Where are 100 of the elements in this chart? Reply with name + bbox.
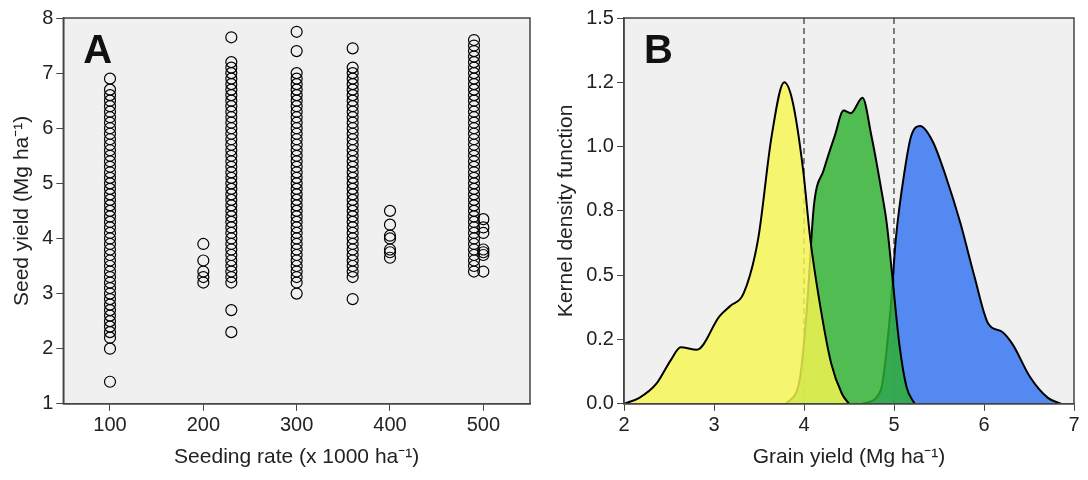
- point: [467, 83, 481, 96]
- point: [103, 342, 117, 355]
- point: [290, 276, 303, 289]
- point: [467, 116, 481, 129]
- point: [103, 298, 117, 311]
- point: [290, 177, 303, 190]
- point: [290, 155, 303, 168]
- point: [346, 100, 359, 113]
- point: [467, 182, 481, 195]
- point: [290, 270, 303, 284]
- point: [346, 155, 359, 168]
- point: [225, 61, 238, 74]
- point: [225, 182, 238, 195]
- point: [225, 166, 238, 179]
- point: [225, 215, 238, 229]
- point: [103, 259, 117, 273]
- point: [467, 144, 481, 157]
- point: [346, 144, 359, 157]
- point: [197, 254, 210, 267]
- point: [225, 276, 238, 289]
- x-tick-label: 500: [466, 413, 501, 436]
- point: [103, 72, 117, 85]
- point: [346, 105, 359, 118]
- x-tick-label: 4: [798, 413, 810, 436]
- point: [346, 221, 359, 234]
- point: [103, 270, 117, 284]
- point: [103, 210, 117, 223]
- point: [290, 188, 303, 201]
- point: [290, 149, 303, 162]
- point: [290, 193, 303, 206]
- point: [467, 243, 481, 256]
- point: [346, 122, 359, 135]
- point: [346, 72, 359, 85]
- point: [346, 116, 359, 129]
- point: [346, 259, 359, 273]
- point: [467, 193, 481, 206]
- point: [225, 149, 238, 162]
- point: [346, 210, 359, 223]
- point: [346, 127, 359, 140]
- x-axis-title: Seeding rate (x 1000 ha⁻¹): [174, 444, 420, 468]
- point: [103, 116, 117, 129]
- point: [346, 83, 359, 96]
- point: [290, 182, 303, 195]
- point: [346, 292, 359, 306]
- point: [225, 199, 238, 212]
- point: [225, 243, 238, 256]
- point: [225, 100, 238, 113]
- point: [290, 226, 303, 240]
- point: [290, 122, 303, 135]
- point: [290, 215, 303, 229]
- point: [103, 304, 117, 317]
- point: [290, 72, 303, 85]
- y-tick-label: 4: [42, 225, 54, 248]
- point: [346, 243, 359, 256]
- point: [467, 155, 481, 168]
- point: [103, 248, 117, 262]
- y-tick-label: 0.0: [586, 391, 614, 414]
- point: [103, 94, 117, 107]
- point: [103, 221, 117, 234]
- y-tick-label: 2: [42, 336, 54, 359]
- point: [225, 105, 238, 118]
- point: [225, 177, 238, 190]
- point: [290, 204, 303, 217]
- point: [290, 25, 303, 38]
- point: [290, 166, 303, 179]
- point: [467, 33, 481, 47]
- point: [103, 232, 117, 245]
- point: [290, 133, 303, 146]
- point: [467, 210, 481, 223]
- point: [290, 232, 303, 245]
- x-axis-title: Grain yield (Mg ha⁻¹): [752, 444, 946, 468]
- point: [346, 215, 359, 229]
- point: [103, 309, 117, 322]
- point: [467, 226, 481, 240]
- point: [103, 287, 117, 300]
- point: [346, 78, 359, 91]
- point: [197, 237, 210, 251]
- point: [467, 94, 481, 107]
- point: [346, 111, 359, 124]
- y-tick-label: 0.2: [586, 327, 614, 350]
- point: [225, 326, 238, 339]
- point: [103, 326, 117, 339]
- point: [467, 221, 481, 234]
- point: [103, 144, 117, 157]
- point: [225, 89, 238, 102]
- point: [383, 204, 397, 217]
- point: [467, 133, 481, 146]
- point: [346, 237, 359, 251]
- x-tick-label: 300: [279, 413, 314, 436]
- point: [197, 265, 210, 278]
- point: [103, 166, 117, 179]
- x-tick-label: 6: [978, 413, 990, 436]
- point: [346, 270, 359, 284]
- point: [383, 251, 397, 264]
- x-tick-label: 3: [708, 413, 720, 436]
- point: [225, 133, 238, 146]
- point: [225, 116, 238, 129]
- point: [225, 171, 238, 184]
- point: [103, 177, 117, 190]
- point: [467, 177, 481, 190]
